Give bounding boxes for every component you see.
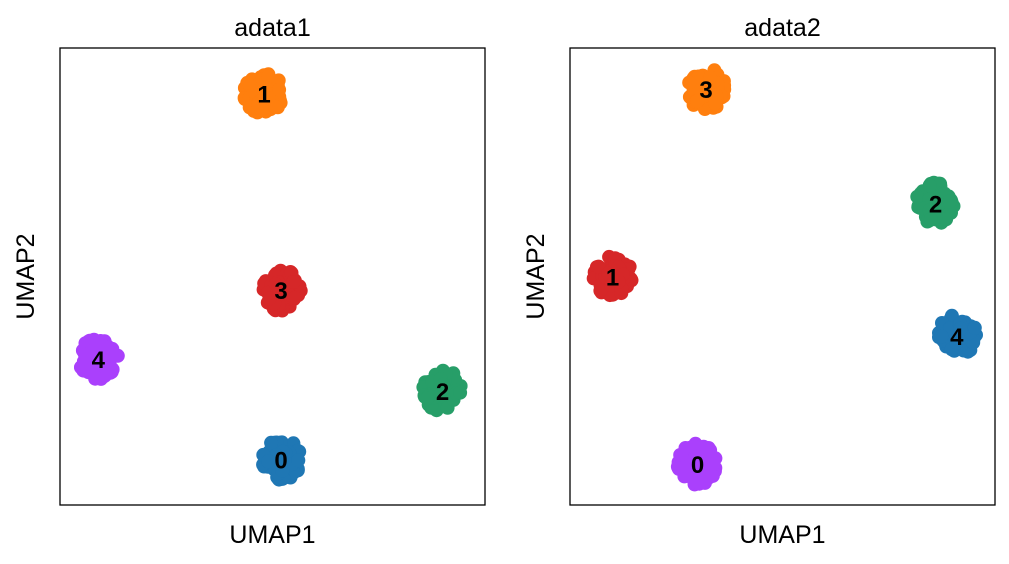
data-point <box>942 194 957 209</box>
data-point <box>287 290 302 305</box>
data-point <box>601 266 616 281</box>
cluster-0: 0 <box>256 435 307 487</box>
data-point <box>687 452 702 467</box>
data-point <box>708 96 723 111</box>
data-point <box>286 275 301 289</box>
cluster-label: 2 <box>436 379 449 406</box>
plot-frame <box>569 47 996 506</box>
cluster-label: 1 <box>606 265 619 292</box>
data-point <box>593 283 608 298</box>
data-point <box>453 385 468 400</box>
cluster-label: 1 <box>257 82 270 109</box>
data-point <box>673 448 688 462</box>
data-point <box>240 75 255 90</box>
data-point <box>105 362 120 377</box>
cluster-label: 3 <box>699 77 712 104</box>
data-point <box>922 178 937 193</box>
panel-title: adata1 <box>234 14 310 42</box>
cluster-label: 2 <box>929 191 942 218</box>
data-point <box>910 189 925 204</box>
data-point <box>251 97 266 112</box>
y-axis-label: UMAP2 <box>522 233 550 319</box>
cluster-1: 1 <box>237 67 288 120</box>
cluster-4: 4 <box>74 332 125 386</box>
data-point <box>692 440 707 455</box>
cluster-label: 0 <box>691 452 704 479</box>
cluster-1: 1 <box>586 249 639 303</box>
data-point <box>97 339 111 354</box>
cluster-label: 4 <box>92 347 106 374</box>
data-point <box>291 453 306 468</box>
data-point <box>420 391 435 406</box>
data-point <box>262 291 277 306</box>
cluster-3: 3 <box>256 263 308 318</box>
cluster-label: 4 <box>950 324 964 351</box>
data-point <box>272 82 287 97</box>
x-axis-label: UMAP1 <box>739 521 825 549</box>
data-point <box>953 321 968 336</box>
data-point <box>83 354 98 369</box>
data-point <box>705 457 720 472</box>
cluster-label: 3 <box>274 278 287 305</box>
data-point <box>264 435 279 450</box>
data-point <box>261 454 276 469</box>
data-point <box>84 344 98 359</box>
x-axis-label: UMAP1 <box>229 521 315 549</box>
cluster-label: 0 <box>274 447 287 474</box>
umap-panel-adata2: adata2 UMAP1 UMAP2 0 1 2 3 4 <box>522 14 996 549</box>
data-point <box>261 69 276 84</box>
cluster-3: 3 <box>682 63 732 116</box>
plot-frame <box>59 47 486 506</box>
data-point <box>671 461 686 476</box>
data-point <box>690 94 705 109</box>
data-point <box>682 75 697 90</box>
data-point <box>967 320 982 335</box>
cluster-4: 4 <box>932 308 983 359</box>
data-point <box>692 476 707 491</box>
panel-title: adata2 <box>744 14 820 42</box>
data-point <box>703 70 718 85</box>
cluster-2: 2 <box>416 363 468 418</box>
data-point <box>934 329 949 344</box>
data-point <box>436 377 451 392</box>
data-point <box>923 212 938 227</box>
y-axis-label: UMAP2 <box>12 233 40 319</box>
umap-panel-adata1: adata1 UMAP1 UMAP2 0 1 2 3 4 <box>12 14 486 549</box>
data-point <box>611 274 626 289</box>
data-point <box>268 277 283 292</box>
cluster-2: 2 <box>910 175 961 230</box>
data-point <box>268 99 283 114</box>
cluster-0: 0 <box>670 436 723 492</box>
